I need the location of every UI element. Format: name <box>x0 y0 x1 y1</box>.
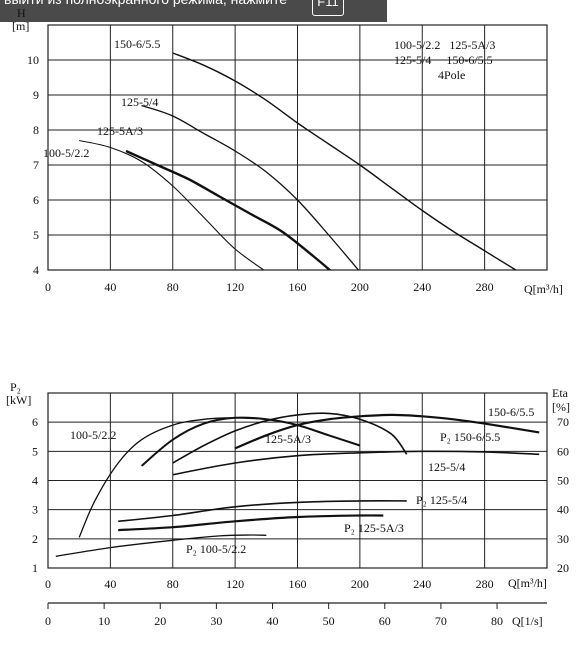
power-x-tick-label: 240 <box>413 577 431 591</box>
eta-y-tick-label: 30 <box>557 532 569 546</box>
power-x-tick-label: 280 <box>476 577 494 591</box>
power-x-label: Q[m³/h] <box>508 576 547 590</box>
lps-tick-label: 40 <box>267 614 279 628</box>
head-flow-chart: 0 40 80 120 160 200 240 280 4 5 6 7 8 9 10 H [m] Q[m³/… <box>12 6 563 296</box>
power-y-tick-label: 4 <box>32 474 38 488</box>
lps-tick-label: 0 <box>45 614 51 628</box>
power-chart-grid: 0 40 80 120 160 200 240 280 1 2 3 4 5 6 20 30 40 50 60 70 0 1… <box>32 392 569 628</box>
eta-curve <box>140 416 361 467</box>
head-x-tick-label: 280 <box>476 280 494 294</box>
eta-curve <box>234 413 540 450</box>
head-y-tick-label: 9 <box>33 88 39 102</box>
eta-y-tick-label: 50 <box>557 474 569 488</box>
head-legend-line-2: 125-5/4 150-6/5.5 <box>394 53 493 67</box>
f11-key-badge: F11 <box>312 0 344 16</box>
head-legend-line-3: 4Pole <box>438 68 465 82</box>
head-y-tick-label: 5 <box>33 228 39 242</box>
eta-y-label-unit: [%] <box>552 400 570 414</box>
eta-label-150-6-5.5: 150-6/5.5 <box>488 405 534 419</box>
eta-y-tick-label: 40 <box>557 503 569 517</box>
head-x-tick-label: 240 <box>413 280 431 294</box>
power-y-tick-label: 2 <box>32 532 38 546</box>
head-curve-100-5-2.2 <box>79 139 265 270</box>
head-curves <box>79 52 517 270</box>
head-chart-labels: H [m] Q[m³/h] 100-5/2.2 125-5A/3 125-5/4… <box>12 6 563 296</box>
fullscreen-exit-banner: выйти из полноэкранного режима, нажмите … <box>0 0 387 22</box>
head-curve-150-6-5.5 <box>172 52 517 270</box>
eta-y-label-symbol: Eta <box>552 386 569 400</box>
power-y-label-unit: [kW] <box>6 393 31 407</box>
power-x-tick-label: 80 <box>167 577 179 591</box>
power-label-125-5-4: P₂ 125-5/4 <box>416 493 467 507</box>
power-y-label-symbol: P₂ <box>10 380 21 394</box>
head-y-tick-label: 6 <box>33 193 39 207</box>
head-y-tick-label: 7 <box>33 158 39 172</box>
eta-curve <box>172 412 408 464</box>
lps-x-label: Q[1/s] <box>512 614 543 628</box>
eta-y-tick-label: 70 <box>557 415 569 429</box>
head-x-tick-label: 160 <box>289 280 307 294</box>
lps-tick-label: 10 <box>98 614 110 628</box>
power-label-125-5a-3: P₂ 125-5A/3 <box>344 521 404 535</box>
curve-label-100-5-2.2: 100-5/2.2 <box>43 146 89 160</box>
curve-label-125-5-4: 125-5/4 <box>121 95 158 109</box>
fullscreen-exit-text: выйти из полноэкранного режима, нажмите <box>4 0 287 10</box>
power-x-tick-label: 120 <box>226 577 244 591</box>
head-x-tick-label: 120 <box>226 280 244 294</box>
eta-label-125-5a-3: 125-5A/3 <box>265 432 311 446</box>
lps-tick-label: 60 <box>379 614 391 628</box>
power-curve <box>118 500 407 523</box>
power-x-tick-label: 160 <box>289 577 307 591</box>
eta-label-100-5-2.2: 100-5/2.2 <box>70 428 116 442</box>
head-y-label-symbol: H <box>17 6 26 20</box>
head-chart-grid: 0 40 80 120 160 200 240 280 4 5 6 7 8 9 10 <box>27 24 548 294</box>
lps-tick-label: 80 <box>491 614 503 628</box>
head-y-tick-label: 4 <box>33 263 39 277</box>
curve-label-150-6-5.5: 150-6/5.5 <box>114 37 160 51</box>
lps-tick-label: 70 <box>435 614 447 628</box>
head-legend-line-1: 100-5/2.2 125-5A/3 <box>394 38 495 52</box>
head-y-tick-label: 10 <box>27 53 39 67</box>
power-eta-curves <box>55 412 540 557</box>
power-curve <box>118 514 384 532</box>
eta-label-125-5-4: 125-5/4 <box>428 460 465 474</box>
power-x-tick-label: 200 <box>351 577 369 591</box>
power-x-tick-label: 0 <box>45 577 51 591</box>
head-x-tick-label: 0 <box>45 280 51 294</box>
head-curve-125-5-4 <box>141 104 360 270</box>
power-y-tick-label: 1 <box>32 561 38 575</box>
power-label-150-6-5.5: P₂ 150-6/5.5 <box>440 430 500 444</box>
head-x-tick-label: 80 <box>167 280 179 294</box>
head-x-tick-label: 200 <box>351 280 369 294</box>
lps-tick-label: 30 <box>210 614 222 628</box>
head-curve-125-5A-3 <box>125 149 332 270</box>
curve-label-125-5a-3: 125-5A/3 <box>97 124 143 138</box>
head-x-tick-label: 40 <box>104 280 116 294</box>
power-curve <box>172 450 540 476</box>
lps-tick-label: 20 <box>154 614 166 628</box>
power-label-100-5-2.2: P₂ 100-5/2.2 <box>186 542 246 556</box>
power-y-tick-label: 5 <box>32 444 38 458</box>
power-chart-labels: P₂ [kW] Eta [%] Q[m³/h] Q[1/s] 100-5/2.2… <box>6 380 570 628</box>
power-curve <box>55 534 267 557</box>
power-y-tick-label: 3 <box>32 503 38 517</box>
power-x-tick-label: 40 <box>104 577 116 591</box>
head-y-tick-label: 8 <box>33 123 39 137</box>
power-efficiency-chart: 0 40 80 120 160 200 240 280 1 2 3 4 5 6 20 30 40 50 60 70 0 1… <box>6 380 570 628</box>
lps-tick-label: 50 <box>323 614 335 628</box>
eta-y-tick-label: 60 <box>557 444 569 458</box>
power-y-tick-label: 6 <box>32 415 38 429</box>
head-x-label: Q[m³/h] <box>524 282 563 296</box>
eta-y-tick-label: 20 <box>557 561 569 575</box>
head-y-label-unit: [m] <box>12 19 29 33</box>
